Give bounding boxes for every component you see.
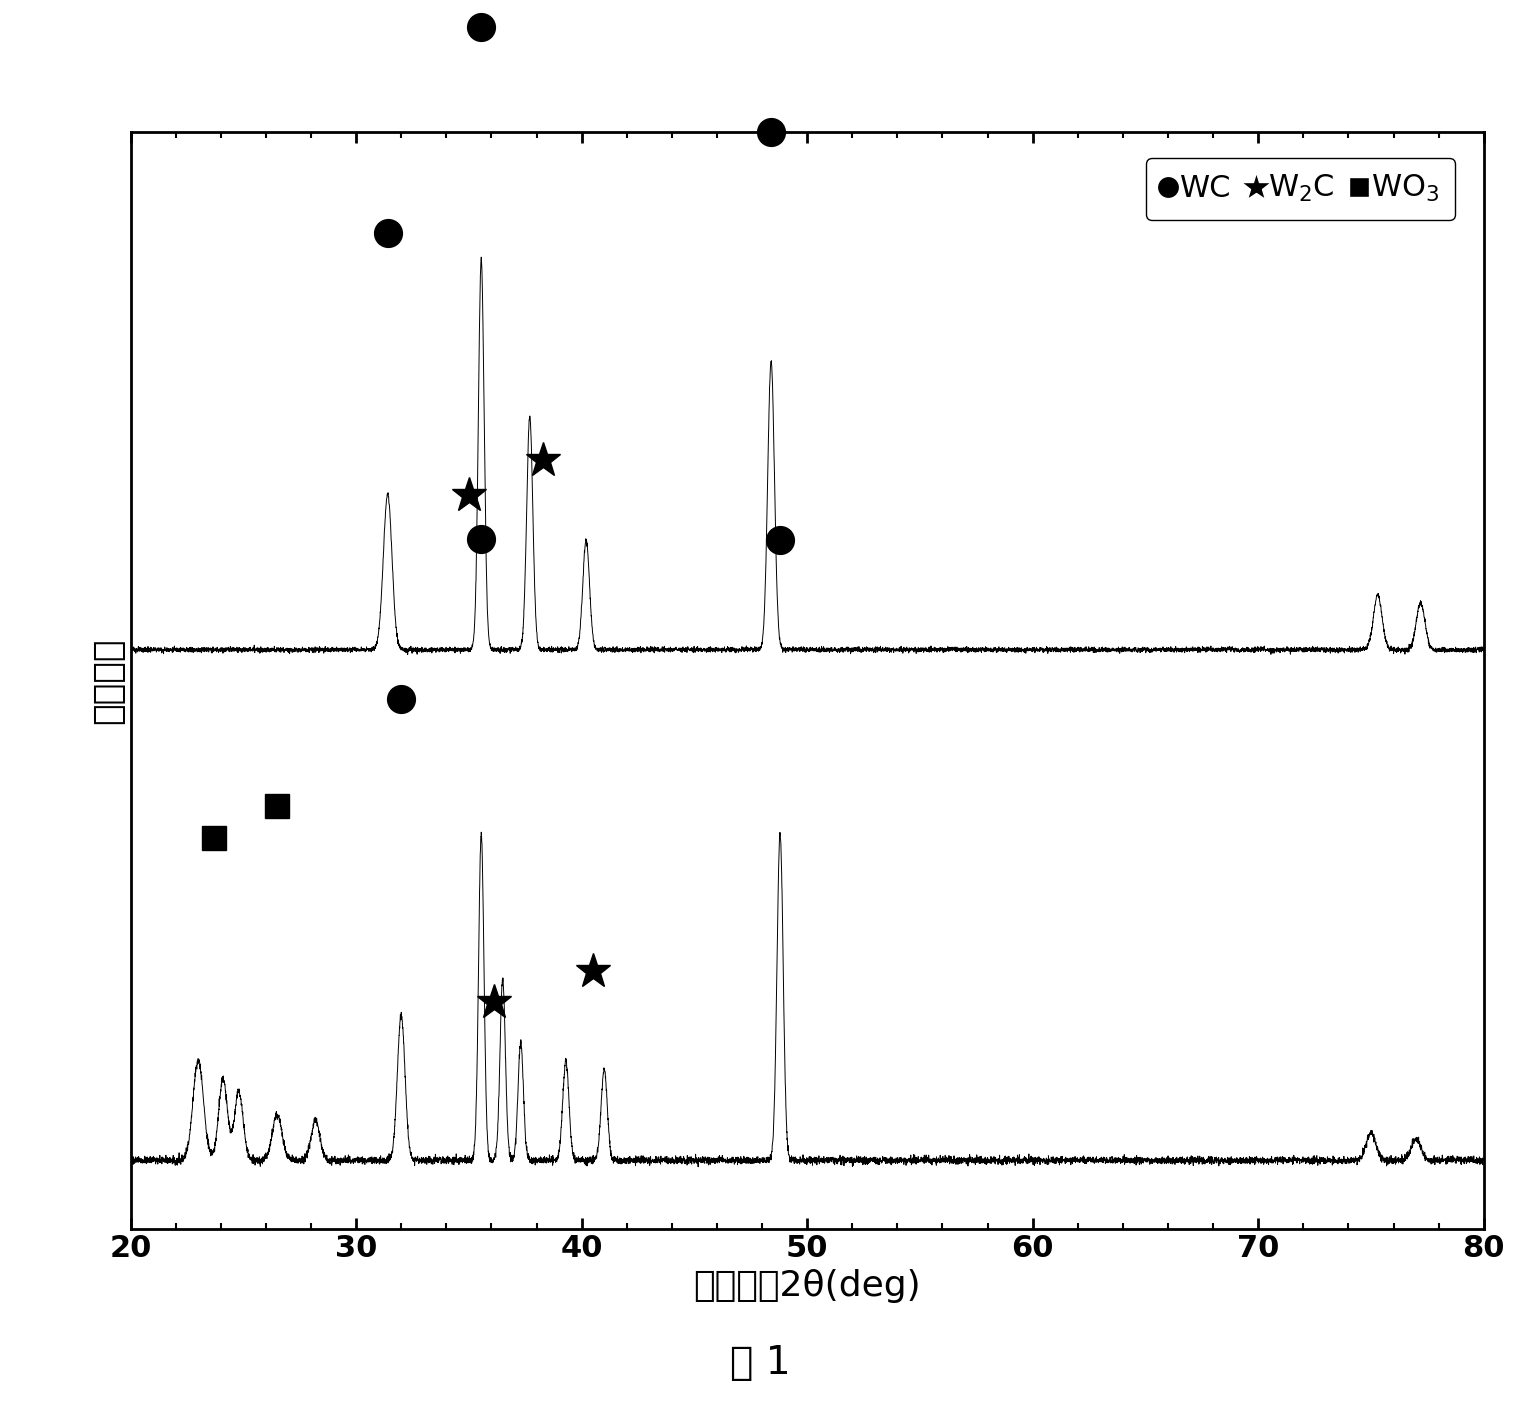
Text: 图 1: 图 1 (730, 1345, 790, 1382)
Y-axis label: 衰射强度: 衰射强度 (91, 638, 125, 723)
Legend: WC, W$_2$C, WO$_3$: WC, W$_2$C, WO$_3$ (1146, 158, 1455, 220)
X-axis label: 衰射角度2θ(deg): 衰射角度2θ(deg) (693, 1269, 921, 1302)
